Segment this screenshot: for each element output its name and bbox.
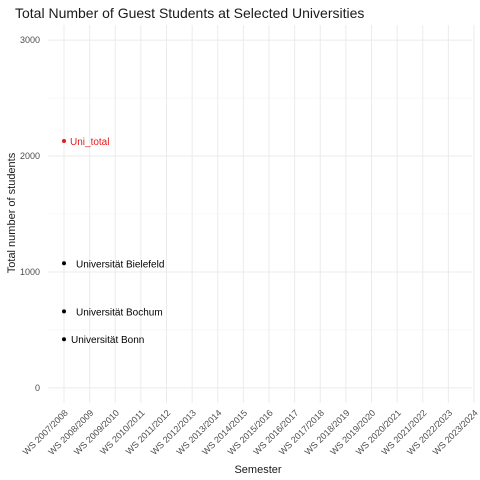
data-point xyxy=(62,309,66,314)
data-points: Uni_total Universität Bielefeld Universitä… xyxy=(62,137,164,346)
data-point xyxy=(62,261,66,266)
data-point xyxy=(62,337,66,342)
y-tick-label: 1000 xyxy=(20,267,40,277)
y-tick-label: 2000 xyxy=(20,151,40,161)
x-axis-title: Semester xyxy=(234,464,281,476)
data-label: Universität Bonn xyxy=(71,335,144,346)
data-label: Uni_total xyxy=(70,137,109,148)
grid xyxy=(48,25,475,403)
data-label: Universität Bochum xyxy=(76,307,163,318)
x-tick-label: WS 2023/2024 xyxy=(431,408,480,457)
data-label: Universität Bielefeld xyxy=(76,259,164,270)
data-point xyxy=(62,138,66,143)
y-axis: 0 1000 2000 3000 xyxy=(20,35,40,393)
y-tick-label: 3000 xyxy=(20,35,40,45)
chart-title: Total Number of Guest Students at Select… xyxy=(15,5,364,21)
y-tick-label: 0 xyxy=(35,383,40,393)
y-axis-title: Total number of students xyxy=(6,152,18,273)
